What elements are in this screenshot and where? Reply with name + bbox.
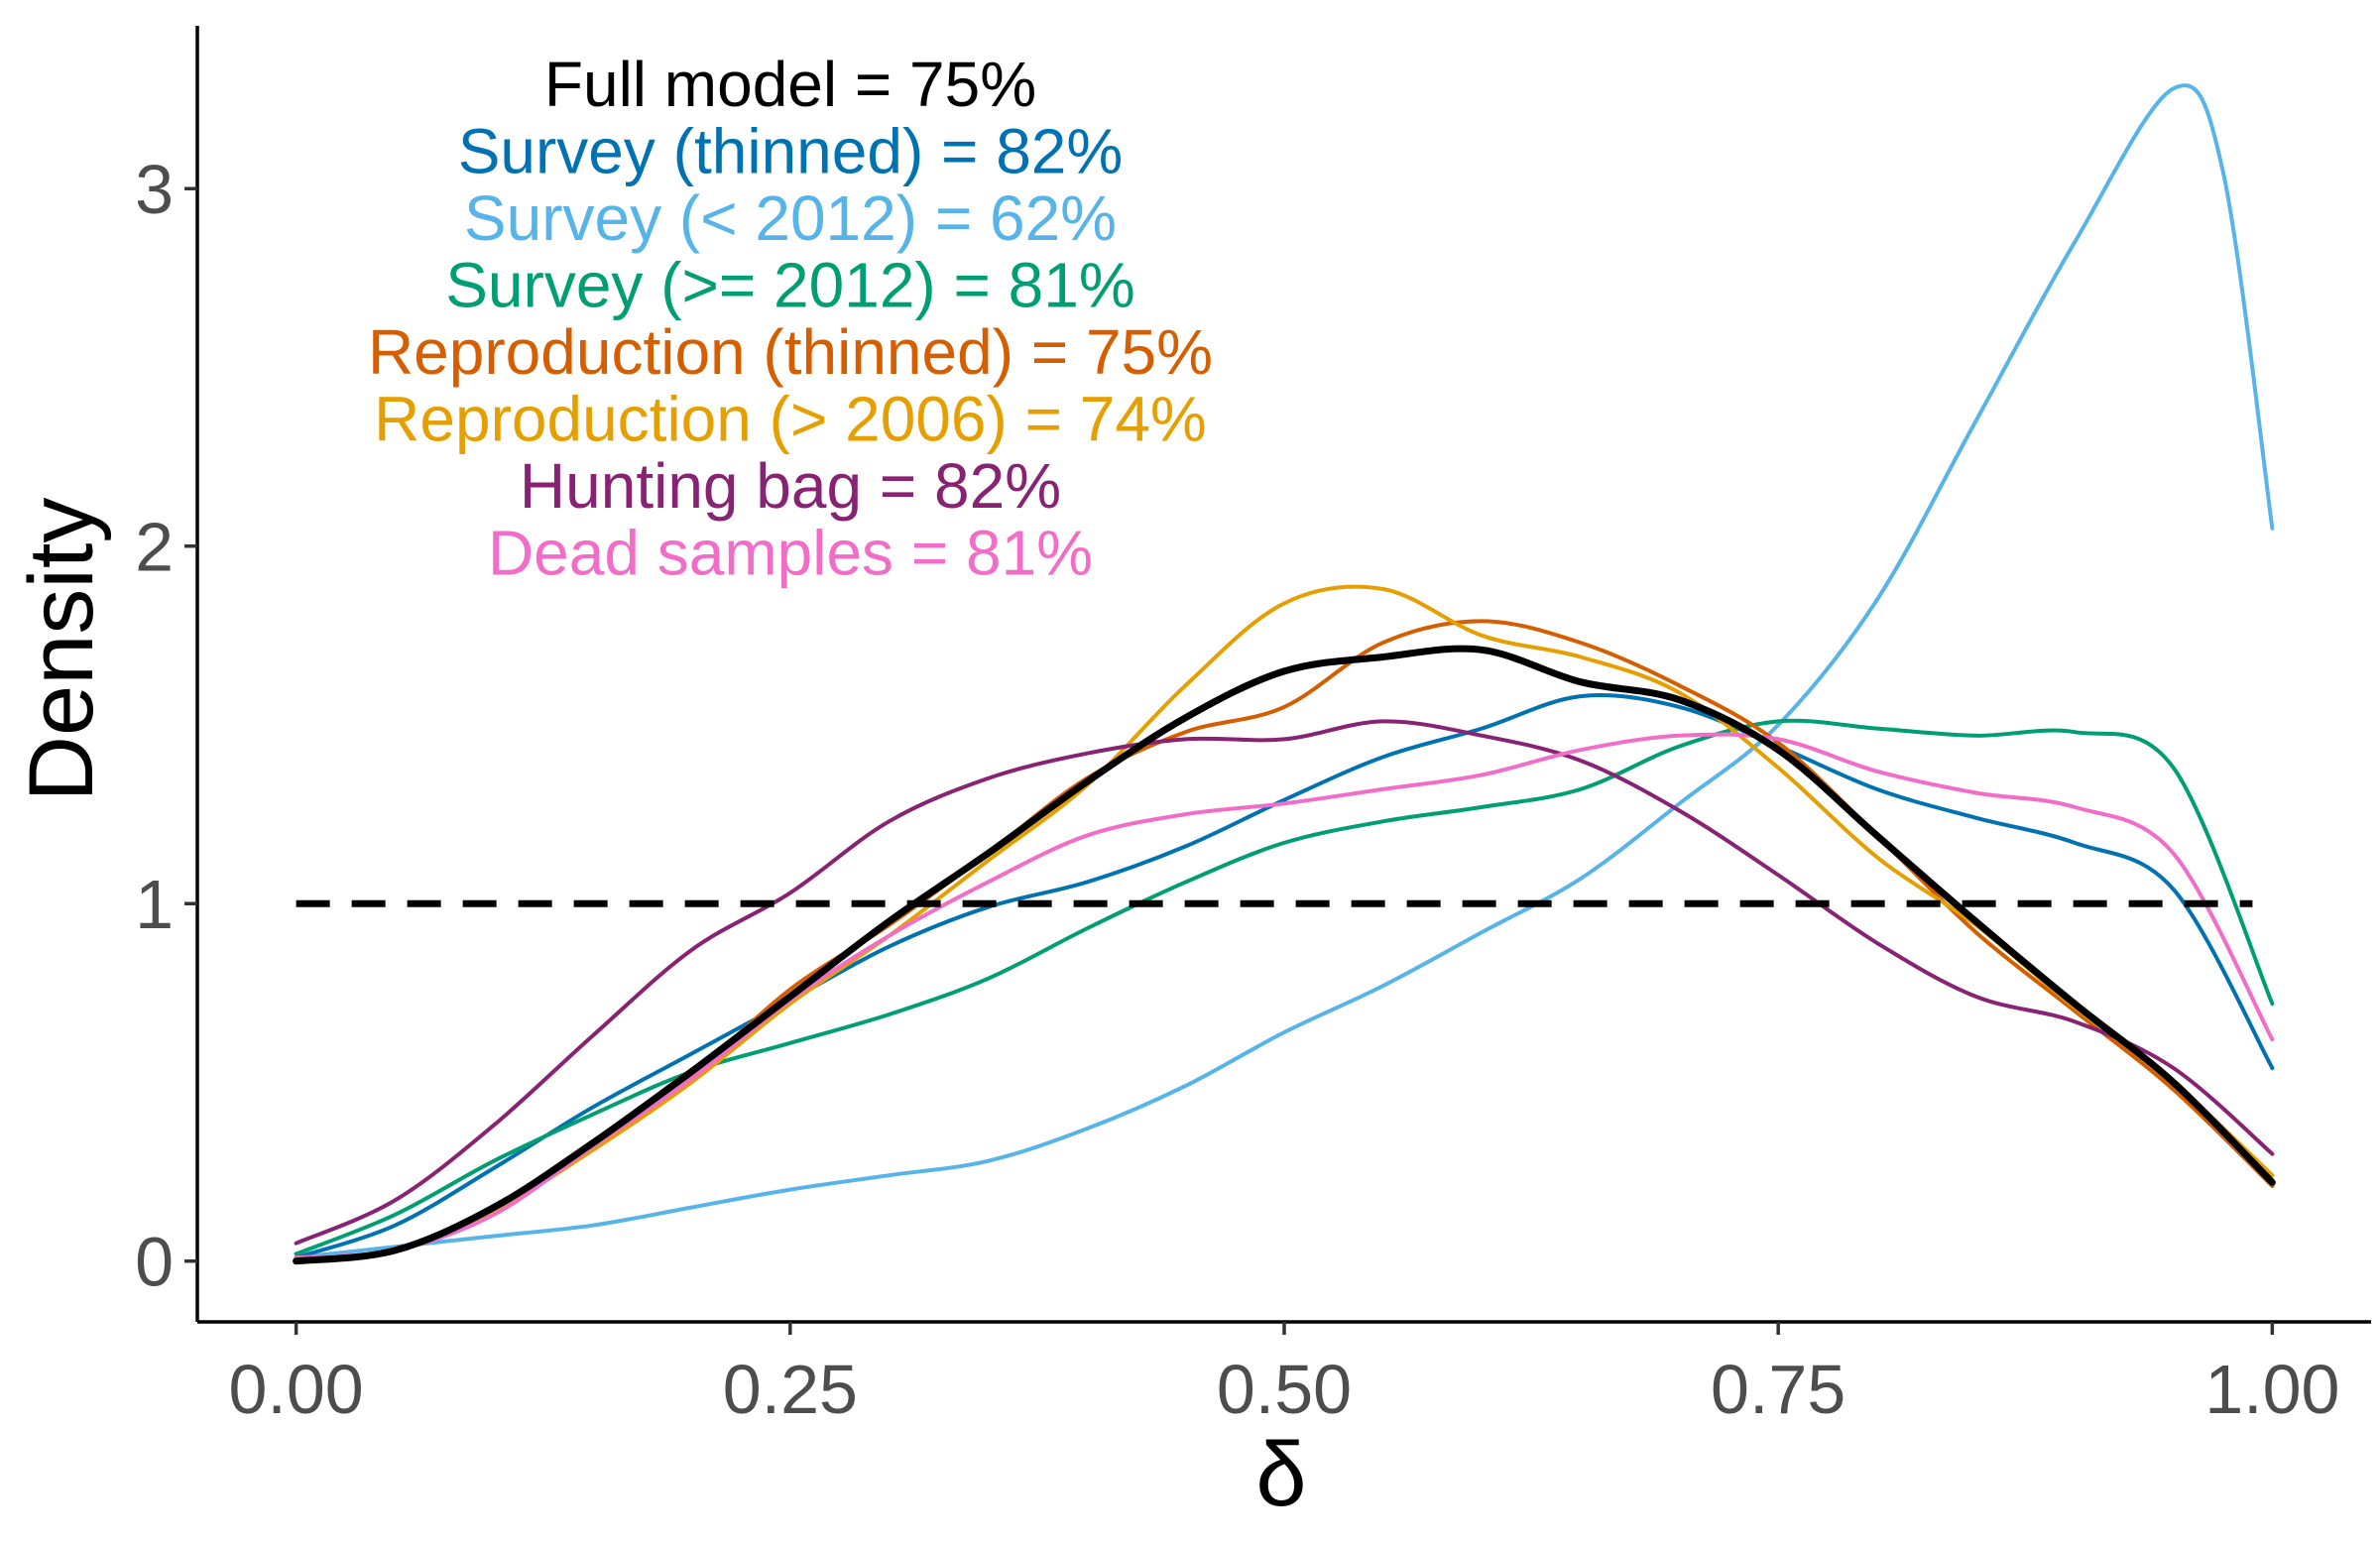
series-line-survey-2012 — [294, 83, 2275, 1260]
annotations-block: Full model = 75%Survey (thinned) = 82%Su… — [368, 49, 1213, 589]
series-line-full-model — [293, 645, 2276, 1265]
axes: 0.00 0.25 0.50 0.75 1.00 0 1 2 3 — [135, 26, 2371, 1428]
x-tick-label: 1.00 — [2204, 1351, 2339, 1428]
annotation-label: Hunting bag = 82% — [520, 450, 1061, 522]
x-tick-label: 0.75 — [1711, 1351, 1845, 1428]
y-tick-label: 2 — [135, 509, 174, 586]
series-line-hunting-bag — [294, 719, 2275, 1246]
x-tick-label: 0.25 — [723, 1351, 858, 1428]
y-tick-label: 0 — [135, 1224, 174, 1301]
annotation-label: Full model = 75% — [544, 49, 1036, 120]
series-line-survey-thinned — [294, 693, 2275, 1260]
annotation-label: Survey (>= 2012) = 81% — [445, 250, 1135, 321]
y-tick-label: 1 — [135, 866, 174, 943]
annotation-label: Survey (thinned) = 82% — [458, 116, 1124, 187]
series-line-survey-2012 — [294, 718, 2275, 1256]
series-line-reproduction-thinned — [294, 619, 2275, 1263]
plot-lines — [293, 83, 2276, 1265]
y-axis-title: Density — [11, 498, 112, 802]
annotation-label: Reproduction (> 2006) = 74% — [374, 384, 1207, 455]
x-tick-label: 0.50 — [1217, 1351, 1352, 1428]
annotation-label: Reproduction (thinned) = 75% — [368, 316, 1213, 388]
series-line-dead-samples — [294, 732, 2275, 1260]
y-tick-label: 3 — [135, 151, 174, 228]
x-axis-title: δ — [1255, 1424, 1306, 1525]
x-tick-label: 0.00 — [229, 1351, 364, 1428]
annotation-label: Survey (< 2012) = 62% — [464, 182, 1117, 254]
series-line-reproduction-2006 — [294, 584, 2275, 1263]
annotation-label: Dead samples = 81% — [488, 518, 1093, 589]
